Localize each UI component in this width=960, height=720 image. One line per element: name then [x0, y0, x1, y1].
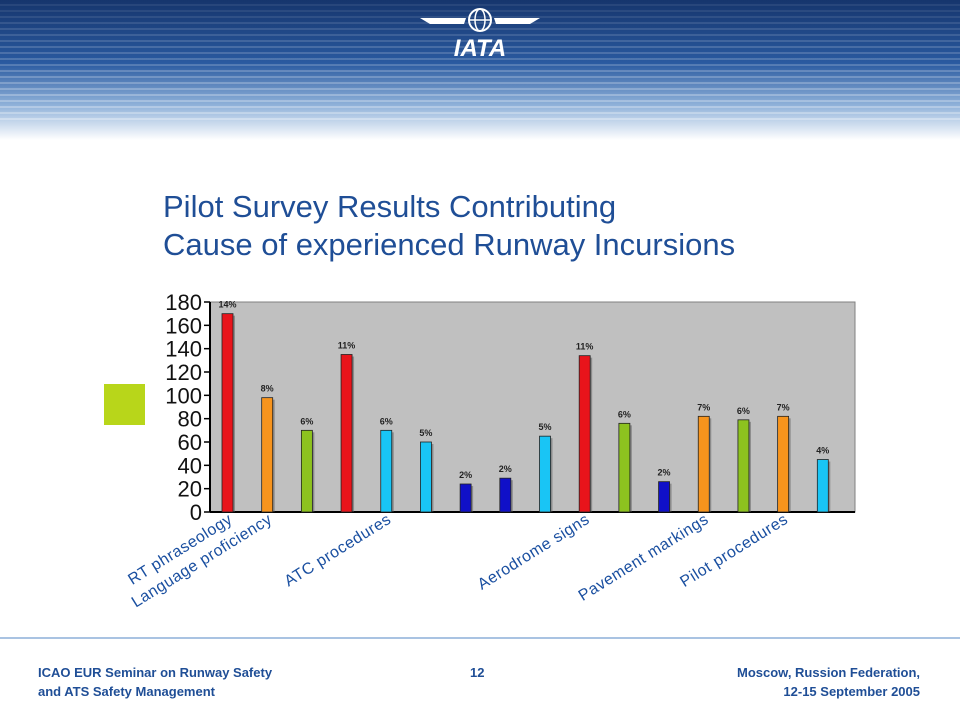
y-tick-label: 160: [165, 313, 202, 338]
bar: [300, 429, 313, 513]
footer-event: ICAO EUR Seminar on Runway Safety and AT…: [38, 663, 272, 701]
y-tick-label: 140: [165, 337, 202, 362]
footer-location-line2: 12-15 September 2005: [783, 684, 920, 699]
bar: [499, 477, 512, 513]
footer-event-line1: ICAO EUR Seminar on Runway Safety: [38, 665, 273, 680]
bar: [777, 415, 790, 513]
bar-data-label: 2%: [499, 464, 512, 474]
footer-location: Moscow, Russion Federation, 12-15 Septem…: [737, 663, 920, 701]
y-tick-label: 120: [165, 360, 202, 385]
bar-data-label: 7%: [697, 402, 710, 412]
y-tick-label: 40: [178, 453, 202, 478]
bar: [697, 415, 710, 513]
y-tick-label: 180: [165, 290, 202, 315]
bar: [459, 483, 472, 513]
bar: [221, 313, 234, 513]
footer-event-line2: and ATS Safety Management: [38, 684, 215, 699]
bar: [658, 481, 670, 513]
bar-data-label: 14%: [218, 300, 236, 310]
iata-logo: IATA: [420, 8, 540, 62]
bar-data-label: 7%: [777, 402, 790, 412]
bar-data-label: 6%: [300, 416, 313, 426]
y-tick-label: 100: [165, 383, 202, 408]
bar: [420, 441, 432, 513]
x-category-label: Aerodrome signs: [475, 511, 593, 593]
accent-square: [104, 384, 145, 425]
x-category-label: Pavement markings: [576, 511, 712, 605]
y-tick-label: 80: [178, 407, 202, 432]
bar-data-label: 2%: [459, 470, 472, 480]
bar: [816, 459, 829, 513]
bar-data-label: 4%: [816, 446, 829, 456]
bar: [380, 429, 393, 513]
bar: [539, 435, 551, 513]
bar-data-label: 8%: [261, 384, 274, 394]
footer-divider: [0, 637, 960, 639]
bar: [737, 419, 750, 513]
bar-data-label: 5%: [419, 428, 432, 438]
y-tick-label: 0: [190, 500, 202, 525]
bar-data-label: 11%: [576, 342, 594, 352]
bar-data-label: 11%: [338, 341, 356, 351]
footer-location-line1: Moscow, Russion Federation,: [737, 665, 920, 680]
x-category-label: ATC procedures: [282, 511, 395, 590]
iata-logo-text: IATA: [454, 35, 506, 62]
bar-data-label: 6%: [618, 409, 631, 419]
bar: [578, 355, 591, 513]
header-band: IATA: [0, 0, 960, 140]
y-tick-label: 60: [178, 430, 202, 455]
bar-data-label: 6%: [737, 406, 750, 416]
bar: [340, 354, 353, 513]
slide-title-line1: Pilot Survey Results Contributing: [163, 189, 617, 224]
bar: [618, 422, 631, 513]
slide-title-line2: Cause of experienced Runway Incursions: [163, 227, 736, 262]
bar-data-label: 2%: [658, 468, 671, 478]
bar-data-label: 6%: [380, 416, 393, 426]
bar-data-label: 5%: [538, 422, 551, 432]
slide-title: Pilot Survey Results Contributing Cause …: [163, 188, 883, 264]
y-tick-label: 20: [178, 477, 202, 502]
globe-icon: [420, 8, 540, 32]
page-number: 12: [470, 665, 485, 680]
bar: [261, 397, 274, 513]
